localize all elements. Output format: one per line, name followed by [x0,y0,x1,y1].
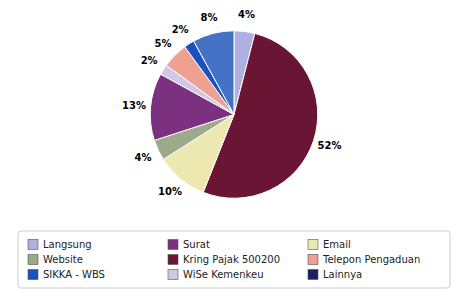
legend-item: Website [28,254,83,265]
legend-swatch [308,240,318,250]
legend-swatch [308,270,318,280]
legend-item: Lainnya [308,269,362,280]
legend-item: Kring Pajak 500200 [168,254,280,265]
legend-label: WiSe Kemenkeu [183,269,264,280]
data-label: 5% [154,38,171,49]
chart: 4%52%10%4%13%2%5%2%8%LangsungSuratEmailW… [0,0,468,292]
legend-label: SIKKA - WBS [43,269,105,280]
data-label: 10% [158,186,182,197]
data-label: 2% [172,24,189,35]
legend-label: Website [43,254,83,265]
legend-swatch [28,270,38,280]
data-label: 8% [201,12,218,23]
legend-item: Langsung [28,239,92,250]
data-label: 13% [122,100,146,111]
legend-item: WiSe Kemenkeu [168,269,264,280]
legend-swatch [28,255,38,265]
legend-item: SIKKA - WBS [28,269,105,280]
legend: Langsung Surat Email Website Kring Pajak 500… [18,231,450,288]
legend-swatch [28,240,38,250]
legend-label: Surat [183,239,210,250]
data-label: 2% [141,55,158,66]
pie [150,31,317,198]
legend-label: Langsung [43,239,92,250]
legend-swatch [168,240,178,250]
legend-item: Email [308,239,351,250]
legend-swatch [308,255,318,265]
legend-label: Kring Pajak 500200 [183,254,280,265]
legend-label: Telepon Pengaduan [322,254,420,265]
data-label: 52% [318,140,342,151]
legend-item: Telepon Pengaduan [308,254,420,265]
legend-label: Lainnya [323,269,362,280]
data-label: 4% [238,9,255,20]
legend-swatch [168,255,178,265]
legend-swatch [168,270,178,280]
data-labels: 4%52%10%4%13%2%5%2%8% [122,9,342,197]
legend-frame [18,231,450,288]
legend-item: Surat [168,239,210,250]
data-label: 4% [135,152,152,163]
legend-label: Email [323,239,351,250]
pie-slice [194,31,234,115]
